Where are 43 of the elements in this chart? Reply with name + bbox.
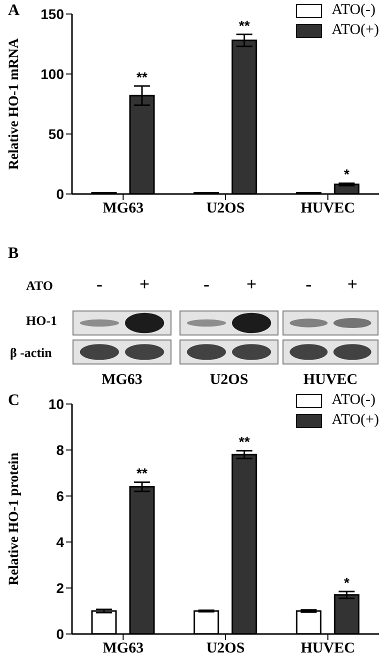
legend-label: ATO(-): [332, 392, 376, 409]
y-axis-title: Relative HO-1 mRNA: [6, 37, 22, 170]
category-label: MG63: [102, 372, 142, 388]
y-tick-label: 100: [40, 66, 64, 82]
y-tick-label: 10: [48, 396, 64, 412]
text: +: [246, 274, 257, 294]
y-axis-title: Relative HO-1 protein: [6, 452, 22, 586]
data-label: **: [238, 434, 250, 450]
text: HO-1: [26, 313, 58, 328]
x-tick-label: HUVEC: [300, 640, 355, 657]
x-tick-label: U2OS: [206, 200, 245, 217]
y-tick-label: 8: [56, 442, 64, 458]
data-label: **: [238, 17, 250, 34]
y-tick-label: 4: [56, 534, 64, 550]
legend-label: ATO(+): [332, 412, 379, 429]
data-label: *: [344, 574, 350, 590]
text: B: [8, 245, 19, 262]
category-label: HUVEC: [303, 372, 358, 388]
y-tick-label: 50: [48, 126, 64, 142]
text: +: [139, 274, 150, 294]
data-label: *: [344, 166, 350, 182]
legend-label: ATO(-): [332, 2, 376, 19]
data-label: **: [136, 465, 148, 482]
chart-title: A: [8, 2, 20, 20]
x-tick-label: MG63: [102, 640, 144, 657]
y-tick-label: 0: [56, 626, 64, 642]
chart-title: C: [8, 392, 20, 410]
text: -: [306, 274, 312, 294]
x-tick-label: MG63: [102, 200, 144, 217]
x-tick-label: HUVEC: [300, 200, 355, 217]
data-label: **: [136, 69, 148, 85]
text: +: [347, 274, 358, 294]
text: -: [96, 274, 102, 294]
category-label: U2OS: [210, 372, 248, 388]
x-tick-label: U2OS: [206, 640, 245, 657]
y-tick-label: 150: [40, 6, 64, 22]
y-tick-label: 2: [56, 580, 64, 596]
legend-label: ATO(+): [332, 22, 379, 39]
y-tick-label: 6: [56, 488, 64, 504]
text: ATO: [26, 278, 53, 293]
y-tick-label: 0: [56, 186, 64, 202]
text: β -actin: [10, 345, 53, 360]
text: -: [203, 274, 210, 294]
